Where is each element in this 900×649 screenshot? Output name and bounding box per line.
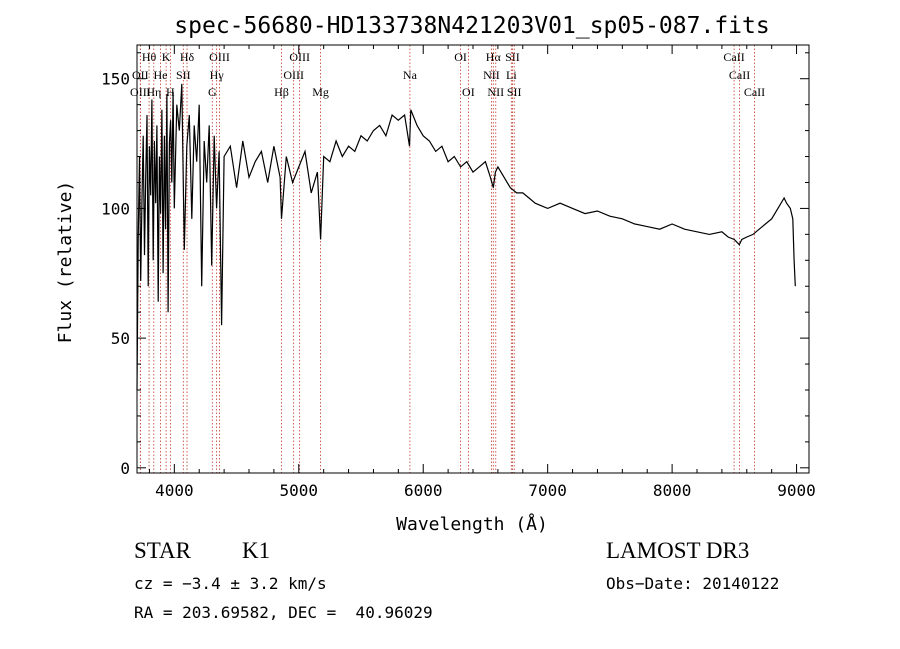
x-tick-label: 8000 — [653, 481, 692, 500]
survey-name: LAMOST DR3 — [606, 538, 750, 563]
coordinates-text: RA = 203.69582, DEC = 40.96029 — [134, 603, 433, 622]
redshift-text: cz = −3.4 ± 3.2 km/s — [134, 574, 327, 593]
y-tick-label: 0 — [120, 459, 130, 478]
object-subclass: K1 — [242, 538, 271, 563]
observation-date: Obs−Date: 20140122 — [606, 574, 780, 593]
spectrum-line — [136, 83, 796, 391]
y-tick-label: 150 — [101, 70, 130, 89]
line-marker-label: CaII — [723, 50, 744, 64]
line-marker-label: Hδ — [180, 50, 195, 64]
line-marker-label: OIII — [283, 68, 304, 82]
line-marker-label: Hη — [146, 85, 161, 99]
line-marker-label: He — [154, 68, 168, 82]
line-marker-label: OIII — [130, 85, 151, 99]
line-marker-label: Hθ — [142, 50, 157, 64]
x-axis-ticks: 4000 5000 6000 7000 8000 9000 — [148, 45, 816, 500]
line-marker-label: NII — [483, 68, 500, 82]
x-tick-label: 5000 — [280, 481, 319, 500]
chart-title: spec-56680-HD133738N421203V01_sp05-087.f… — [174, 13, 769, 39]
line-marker-label: CaII — [729, 68, 750, 82]
y-axis-ticks: 0 50 100 150 — [101, 52, 809, 478]
plot-frame — [136, 44, 810, 474]
object-class: STAR — [134, 538, 191, 563]
line-marker-label: SII — [505, 50, 520, 64]
x-tick-label: 7000 — [528, 481, 567, 500]
line-marker-label: OI — [462, 85, 475, 99]
line-marker-label: Li — [506, 68, 517, 82]
y-tick-label: 50 — [111, 329, 130, 348]
line-marker-label: OIII — [289, 50, 310, 64]
line-marker-label: OIII — [209, 50, 230, 64]
line-marker-label: Mg — [312, 85, 329, 99]
line-marker-label: SII — [507, 85, 522, 99]
line-marker-label: OI — [454, 50, 467, 64]
y-axis-label: Flux (relative) — [55, 181, 76, 344]
line-marker-label: Hβ — [274, 85, 289, 99]
line-marker-label: Na — [403, 68, 418, 82]
line-marker-label: K — [162, 50, 171, 64]
x-tick-label: 6000 — [404, 481, 443, 500]
line-marker-label: Hγ — [210, 68, 225, 82]
line-marker-label: G — [208, 85, 217, 99]
x-tick-label: 9000 — [777, 481, 816, 500]
x-tick-label: 4000 — [155, 481, 194, 500]
line-marker-label: CaII — [744, 85, 765, 99]
x-axis-label: Wavelength (Å) — [396, 513, 548, 535]
line-marker-label: SII — [176, 68, 191, 82]
line-marker-label: Hα — [486, 50, 502, 64]
line-marker-label: H — [166, 85, 175, 99]
y-tick-label: 100 — [101, 199, 130, 218]
line-marker-label: NII — [487, 85, 504, 99]
